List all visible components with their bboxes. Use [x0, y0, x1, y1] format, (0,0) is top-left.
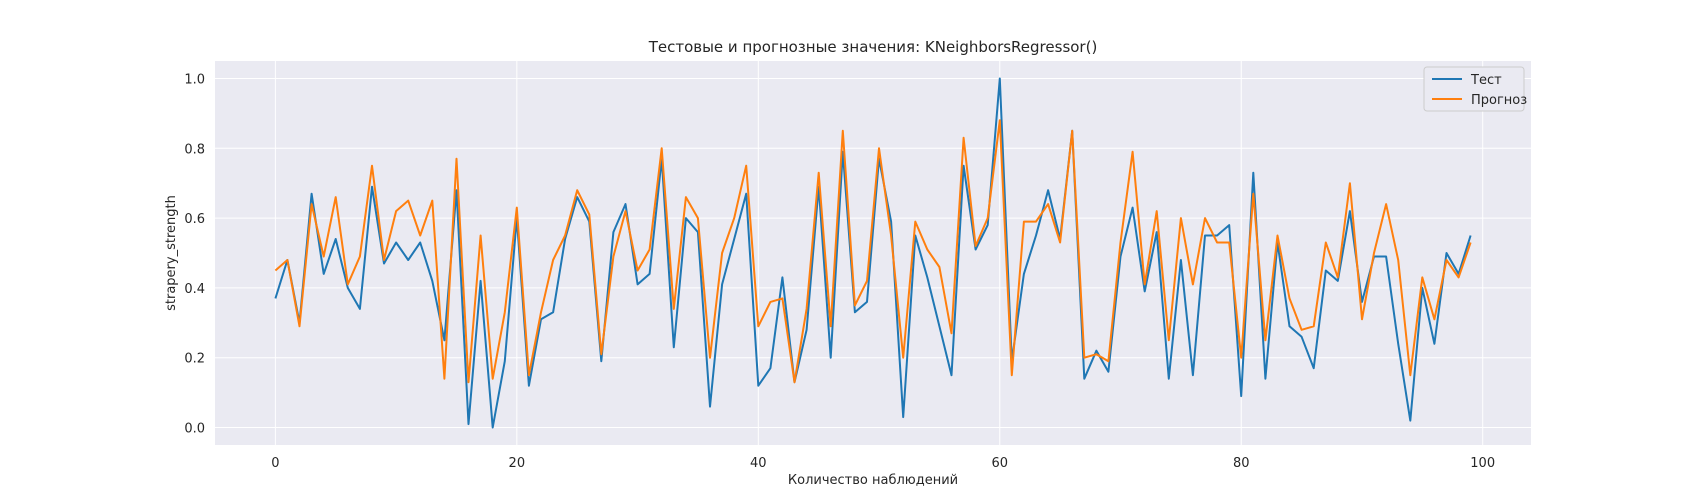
y-tick-label: 1.0	[184, 72, 205, 87]
x-tick-label: 60	[991, 456, 1008, 471]
legend-label-test: Тест	[1470, 73, 1502, 88]
y-tick-label: 0.6	[184, 212, 205, 227]
series-lines	[274, 77, 1472, 429]
x-tick-label: 100	[1470, 456, 1495, 471]
x-tick-label: 40	[750, 456, 767, 471]
y-tick-label: 0.8	[184, 142, 205, 157]
y-tick-label: 0.0	[184, 422, 205, 437]
chart-title: Тестовые и прогнозные значения: KNeighbo…	[648, 38, 1098, 56]
legend-label-forecast: Прогноз	[1471, 93, 1527, 108]
x-tick-label: 0	[271, 456, 279, 471]
x-axis-label: Количество наблюдений	[788, 473, 958, 488]
y-tick-label: 0.2	[184, 352, 205, 367]
series-line-forecast	[274, 119, 1472, 384]
plot-area	[215, 61, 1531, 445]
y-axis-label: strapery_strength	[164, 195, 179, 311]
x-tick-label: 80	[1233, 456, 1250, 471]
legend: Тест Прогноз	[1423, 66, 1527, 112]
y-tick-label: 0.4	[184, 282, 205, 297]
series-line-test	[274, 77, 1472, 429]
x-tick-label: 20	[509, 456, 526, 471]
tick-labels: 0 20 40 60 80 100 0.0 0.2 0.4 0.6 0.8 1.0	[184, 72, 1495, 471]
